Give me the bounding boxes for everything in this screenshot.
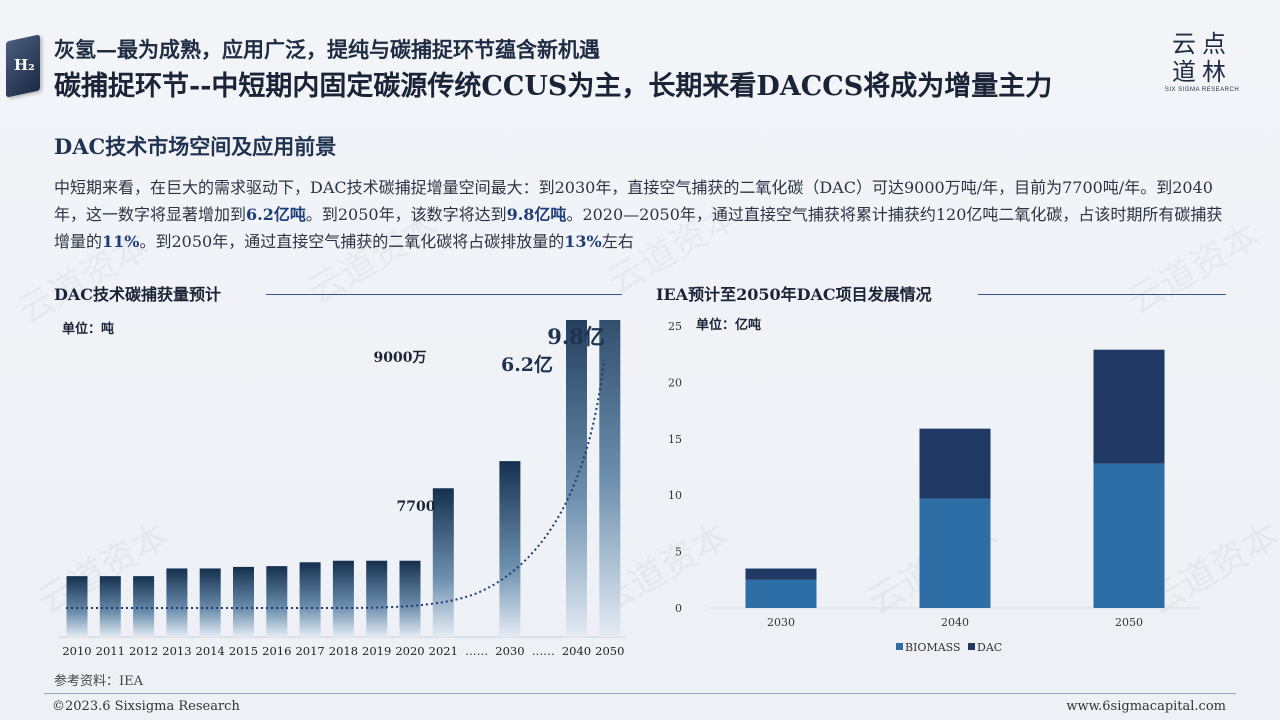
right-chart-heading: IEA预计至2050年DAC项目发展情况 — [656, 285, 932, 304]
brand-logo: 云点 道林 SIX SIGMA RESEARCH — [1162, 30, 1242, 93]
y-tick-label: 20 — [668, 376, 682, 389]
x-tick-label: 2010 — [62, 644, 91, 658]
brand-cn-line1: 云点 — [1172, 30, 1232, 58]
website-link[interactable]: www.6sigmacapital.com — [1066, 699, 1226, 714]
x-tick-label: 2011 — [96, 644, 125, 658]
y-tick-label: 25 — [668, 320, 682, 333]
stack-dac-2040 — [919, 428, 991, 499]
brand-cn-line2: 道林 — [1172, 58, 1232, 86]
bar-2014 — [199, 568, 221, 637]
x-tick-label: 2017 — [295, 644, 324, 658]
stack-dac-2030 — [745, 568, 817, 580]
right-chart: 0 5 10 15 20 25 2030 2040 2050 BIOMASS DAC — [668, 320, 1200, 654]
annotation-9000wan: 9000万 — [374, 350, 427, 366]
legend-label-biomass: BIOMASS — [905, 641, 961, 654]
bar-2016 — [266, 566, 288, 637]
x-tick-label: 2012 — [129, 644, 158, 658]
x-tick-label: 2014 — [196, 644, 225, 658]
y-tick-label: 15 — [668, 433, 682, 446]
y-tick-label: 10 — [668, 489, 682, 502]
page-title: 碳捕捉环节--中短期内固定碳源传统CCUS为主，长期来看DACCS将成为增量主力 — [54, 71, 1053, 102]
bar-2017 — [299, 562, 321, 637]
footer-rule — [44, 693, 1236, 694]
legend-swatch-biomass — [896, 643, 903, 650]
bar-2013 — [166, 568, 188, 637]
x-tick-label: …… — [465, 644, 488, 658]
y-tick-label: 0 — [675, 602, 682, 615]
stack-biomass-2030 — [745, 579, 817, 608]
bar-2018 — [332, 560, 354, 637]
bar-2015 — [233, 566, 254, 637]
x-tick-label: 2050 — [1115, 616, 1143, 629]
x-tick-label: …… — [532, 644, 555, 658]
legend-swatch-dac — [968, 643, 975, 650]
source-note: 参考资料：IEA — [54, 674, 144, 689]
bar-2030 — [499, 461, 521, 637]
left-chart-rule — [266, 294, 622, 295]
x-tick-label: 2020 — [395, 644, 424, 658]
copyright: ©2023.6 Sixsigma Research — [52, 699, 240, 714]
section-paragraph: 中短期来看，在巨大的需求驱动下，DAC技术碳捕捉增量空间最大：到2030年，直接… — [54, 178, 1223, 251]
y-tick-label: 5 — [675, 546, 682, 559]
x-tick-label: 2013 — [162, 644, 191, 658]
left-chart: 2010 2011 2012 2013 2014 2015 2016 2017 2018 2019… — [59, 320, 626, 658]
bar-2020 — [399, 560, 421, 637]
bar-2011 — [99, 576, 121, 637]
h2-badge-label: H₂ — [14, 56, 35, 74]
x-tick-label: 2016 — [262, 644, 291, 658]
x-tick-label: 2021 — [429, 644, 458, 658]
bar-2040 — [566, 320, 587, 637]
x-tick-label: 2015 — [229, 644, 258, 658]
page-subtitle: 灰氢—最为成熟，应用广泛，提纯与碳捕捉环节蕴含新机遇 — [54, 37, 600, 62]
left-chart-unit: 单位：吨 — [62, 322, 115, 337]
annotation-7700: 7700 — [397, 499, 436, 515]
x-tick-label: 2019 — [362, 644, 391, 658]
section-title: DAC技术市场空间及应用前景 — [54, 134, 337, 159]
x-tick-label: 2040 — [941, 616, 969, 629]
x-tick-label: 2018 — [329, 644, 358, 658]
bar-2019 — [366, 560, 388, 637]
annotation-6-2yi: 6.2亿 — [501, 353, 553, 376]
legend-label-dac: DAC — [977, 641, 1002, 654]
right-chart-rule — [978, 294, 1226, 295]
x-tick-label: 2030 — [767, 616, 795, 629]
stack-biomass-2050 — [1093, 463, 1165, 608]
annotation-9-8yi: 9.8亿 — [547, 324, 605, 349]
stack-dac-2050 — [1093, 349, 1165, 464]
stack-biomass-2040 — [919, 498, 991, 608]
x-tick-label: 2030 — [495, 644, 524, 658]
right-chart-unit: 单位：亿吨 — [696, 318, 762, 333]
x-tick-label: 2050 — [595, 644, 624, 658]
bar-2010 — [66, 576, 88, 637]
brand-en: SIX SIGMA RESEARCH — [1164, 87, 1240, 93]
bar-2012 — [133, 576, 155, 637]
bar-2050 — [599, 320, 621, 637]
bar-2021 — [432, 488, 454, 637]
x-tick-label: 2040 — [562, 644, 591, 658]
left-chart-heading: DAC技术碳捕获量预计 — [54, 285, 222, 304]
